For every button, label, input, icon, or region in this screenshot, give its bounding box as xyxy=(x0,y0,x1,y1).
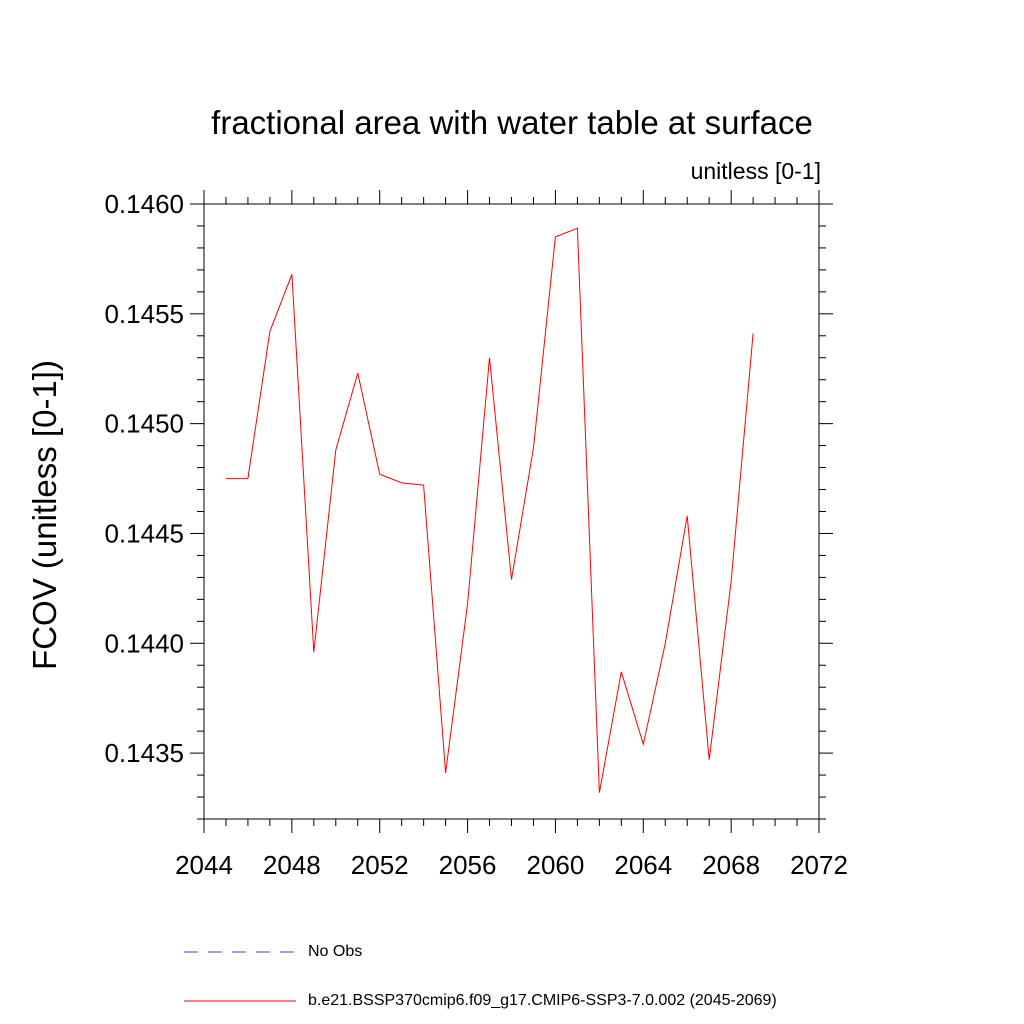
y-axis-label: FCOV (unitless [0-1]) xyxy=(26,360,63,670)
plot-frame xyxy=(203,203,820,820)
legend xyxy=(184,951,296,1002)
y-tick-label: 0.1455 xyxy=(104,299,184,329)
legend-label-no-obs: No Obs xyxy=(308,943,363,960)
y-tick-label: 0.1450 xyxy=(104,409,184,439)
y-tick-label: 0.1445 xyxy=(104,518,184,548)
x-tick-label: 2064 xyxy=(614,850,672,880)
x-tick-label: 2044 xyxy=(175,850,233,880)
y-tick-label: 0.1460 xyxy=(104,189,184,219)
x-tick-label: 2068 xyxy=(702,850,760,880)
plot-axes xyxy=(203,203,820,820)
x-tick-label: 2060 xyxy=(527,850,585,880)
y-tick-label: 0.1435 xyxy=(104,738,184,768)
series-line xyxy=(226,227,754,793)
axis-ticks: 2044 2048 2052 2056 2060 2064 2068 2072 0.1435 0.… xyxy=(104,189,847,880)
legend-label-model: b.e21.BSSP370cmip6.f09_g17.CMIP6-SSP3-7.… xyxy=(308,992,777,1009)
plot-series xyxy=(226,227,754,793)
x-tick-label: 2048 xyxy=(263,850,321,880)
x-tick-label: 2072 xyxy=(790,850,848,880)
units-label: unitless [0-1] xyxy=(690,158,821,184)
chart-title: fractional area with water table at surf… xyxy=(211,104,813,141)
x-tick-label: 2052 xyxy=(351,850,409,880)
x-tick-label: 2056 xyxy=(439,850,497,880)
y-tick-label: 0.1440 xyxy=(104,628,184,658)
